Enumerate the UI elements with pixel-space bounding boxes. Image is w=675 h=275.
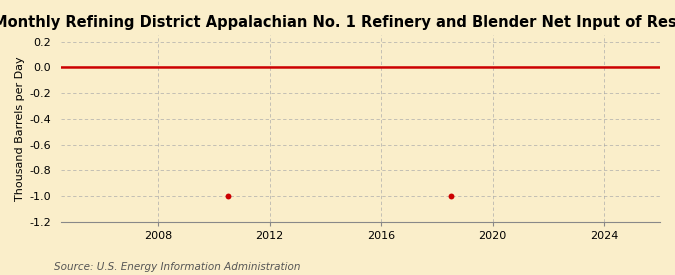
Text: Source: U.S. Energy Information Administration: Source: U.S. Energy Information Administ…	[54, 262, 300, 272]
Point	[446, 194, 456, 198]
Point	[223, 194, 234, 198]
Y-axis label: Thousand Barrels per Day: Thousand Barrels per Day	[15, 56, 25, 201]
Title: Monthly Refining District Appalachian No. 1 Refinery and Blender Net Input of Re: Monthly Refining District Appalachian No…	[0, 15, 675, 30]
